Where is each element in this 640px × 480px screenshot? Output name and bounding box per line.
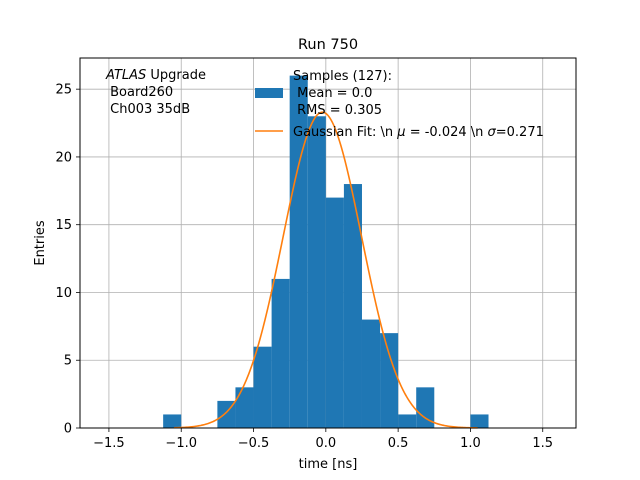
x-tick-label-1: −1.0 — [165, 436, 197, 451]
histogram-bar-7 — [325, 197, 344, 428]
histogram-bar-8 — [343, 184, 362, 428]
x-tick-label-2: −0.5 — [238, 436, 270, 451]
histogram-bars — [163, 75, 489, 429]
legend-fit-prefix: Gaussian Fit: \n — [293, 125, 397, 140]
legend-hist-swatch — [255, 88, 283, 98]
x-tick-label-5: 1.0 — [460, 436, 481, 451]
histogram-bar-13 — [470, 414, 489, 428]
y-tick-label-5: 25 — [55, 83, 72, 98]
chart-title: Run 750 — [298, 37, 358, 53]
y-axis-label: Entries — [33, 220, 48, 266]
x-tick-label-6: 1.5 — [532, 436, 553, 451]
x-tick-label-0: −1.5 — [93, 436, 125, 451]
x-tick-label-4: 0.5 — [388, 436, 409, 451]
fit-curve — [173, 111, 478, 429]
legend-fit-sigma: σ — [488, 125, 497, 140]
histogram-bar-12 — [416, 387, 435, 428]
histogram-bar-5 — [289, 75, 308, 428]
annotation-atlas: ATLAS — [105, 68, 146, 83]
annotation-line-2: Board260 — [106, 85, 173, 100]
histogram-bar-2 — [235, 387, 254, 428]
legend-fit-mid: = -0.024 \n — [406, 125, 488, 140]
histogram-bar-9 — [361, 319, 381, 428]
legend-hist-line-3: RMS = 0.305 — [293, 103, 382, 118]
legend-fit-mu: μ — [396, 125, 405, 140]
annotation-line-1: ATLAS Upgrade — [105, 68, 206, 83]
legend-fit-label: Gaussian Fit: \n μ = -0.024 \n σ=0.271 — [293, 125, 544, 140]
legend-hist-line-2: Mean = 0.0 — [293, 86, 372, 101]
gaussian-fit — [173, 111, 478, 429]
histogram-bar-4 — [271, 278, 290, 428]
x-axis-ticks: −1.5 −1.0 −0.5 0.0 0.5 1.0 1.5 — [93, 428, 553, 451]
y-axis-ticks: 0 5 10 15 20 25 — [55, 83, 80, 437]
legend: Samples (127): Mean = 0.0 RMS = 0.305 Ga… — [255, 69, 544, 140]
y-tick-label-3: 15 — [55, 218, 72, 233]
x-axis-label: time [ns] — [299, 457, 358, 472]
x-tick-label-3: 0.0 — [315, 436, 336, 451]
y-tick-label-1: 5 — [64, 354, 72, 369]
histogram-bar-10 — [380, 333, 399, 428]
y-tick-label-0: 0 — [64, 422, 72, 437]
legend-fit-end: =0.271 — [496, 125, 544, 140]
y-tick-label-4: 20 — [55, 150, 72, 165]
histogram-bar-0 — [163, 414, 182, 428]
legend-hist-line-1: Samples (127): — [293, 69, 392, 84]
annotation: ATLAS Upgrade Board260 Ch003 35dB — [105, 68, 206, 117]
annotation-line-3: Ch003 35dB — [106, 102, 190, 117]
histogram-bar-6 — [307, 116, 326, 429]
y-tick-label-2: 10 — [55, 286, 72, 301]
plot-frame — [79, 57, 577, 429]
annotation-upgrade: Upgrade — [146, 68, 206, 83]
histogram-bar-3 — [253, 346, 272, 428]
histogram-bar-11 — [398, 414, 417, 428]
